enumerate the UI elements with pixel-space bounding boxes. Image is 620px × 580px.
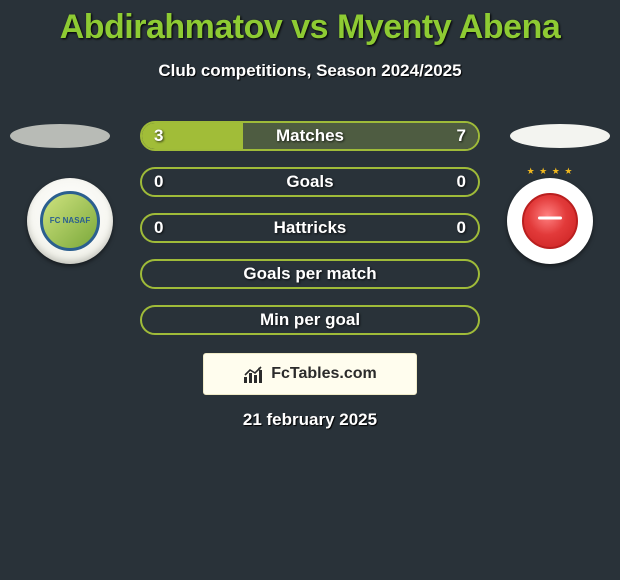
stat-row-matches: 3 Matches 7 xyxy=(140,121,480,151)
stat-row-min-per-goal: Min per goal xyxy=(140,305,480,335)
watermark-text: FcTables.com xyxy=(271,365,377,383)
stat-label: Min per goal xyxy=(142,307,478,333)
stat-row-goals-per-match: Goals per match xyxy=(140,259,480,289)
left-player-ellipse xyxy=(10,124,110,148)
stat-label: Matches xyxy=(142,123,478,149)
right-team-stars-icon: ★ ★ ★ ★ xyxy=(527,166,574,177)
page-title: Abdirahmatov vs Myenty Abena xyxy=(0,0,620,47)
subtitle: Club competitions, Season 2024/2025 xyxy=(0,61,620,81)
left-team-label: FC NASAF xyxy=(50,217,90,225)
right-team-logo: ★ ★ ★ ★ xyxy=(507,178,593,264)
right-player-ellipse xyxy=(510,124,610,148)
left-team-logo-inner: FC NASAF xyxy=(40,191,100,251)
stat-row-goals: 0 Goals 0 xyxy=(140,167,480,197)
left-team-logo: FC NASAF xyxy=(27,178,113,264)
stat-label: Hattricks xyxy=(142,215,478,241)
stat-value-right: 0 xyxy=(457,215,466,241)
stat-row-hattricks: 0 Hattricks 0 xyxy=(140,213,480,243)
date-label: 21 february 2025 xyxy=(0,410,620,430)
watermark-badge: FcTables.com xyxy=(203,353,417,395)
stats-bars: 3 Matches 7 0 Goals 0 0 Hattricks 0 Goal… xyxy=(140,121,480,351)
stat-label: Goals xyxy=(142,169,478,195)
stat-label: Goals per match xyxy=(142,261,478,287)
stat-value-right: 0 xyxy=(457,169,466,195)
stat-value-right: 7 xyxy=(457,123,466,149)
watermark-chart-icon xyxy=(243,365,265,383)
right-team-logo-inner xyxy=(522,193,578,249)
